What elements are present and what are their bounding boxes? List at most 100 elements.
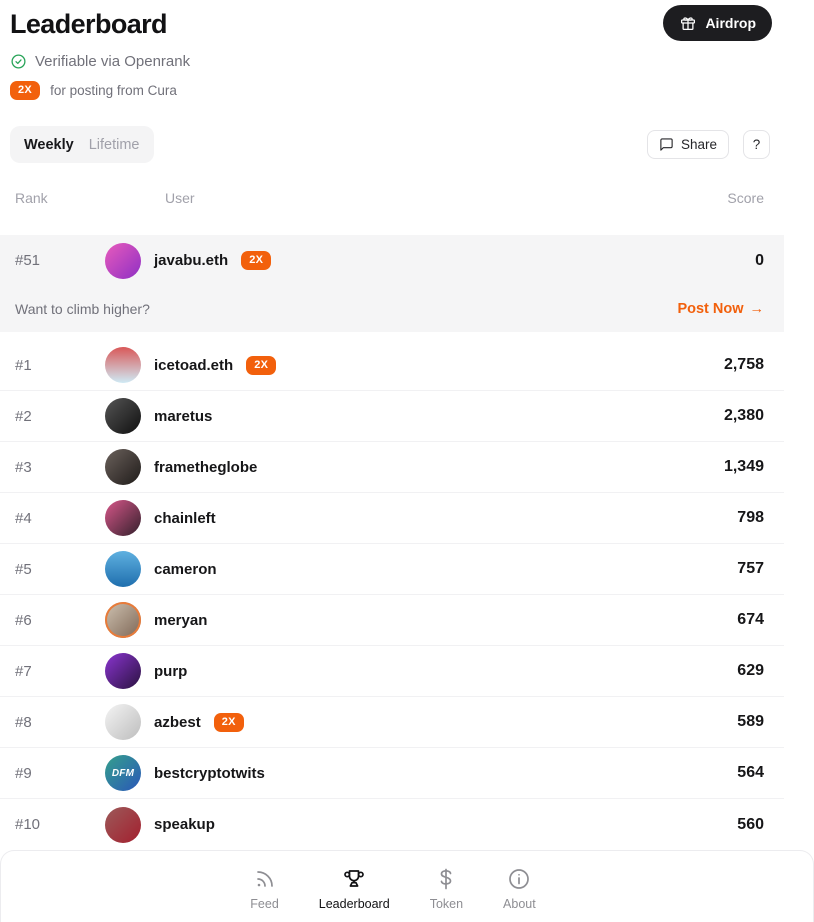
username: chainleft [154,509,216,527]
score-value: 629 [737,662,764,679]
avatar [105,653,141,689]
leaderboard-table: Rank User Score #51 javabu.eth 2X 0 Want… [0,187,784,850]
post-now-label: Post Now [677,301,744,317]
avatar [105,242,141,279]
avatar [105,704,141,740]
table-row[interactable]: #6 meryan 674 [0,595,784,646]
username: javabu.eth [154,252,229,269]
avatar [105,602,141,638]
avatar [105,806,141,843]
current-user-row[interactable]: #51 javabu.eth 2X 0 [0,235,784,286]
score-value: 0 [755,251,764,269]
score-value: 2,758 [723,356,764,373]
current-user-block: #51 javabu.eth 2X 0 Want to climb higher… [0,235,784,332]
table-row[interactable]: #3 frametheglobe 1,349 [0,442,784,493]
airdrop-label: Airdrop [705,15,756,31]
table-row[interactable]: #2 maretus 2,380 [0,391,784,442]
verification-text: Verifiable via Openrank [35,53,191,70]
arrow-right-icon: → [749,301,765,317]
avatar: DFM [105,755,141,791]
2x-badge: 2X [241,251,272,270]
table-header: Rank User Score [0,187,784,209]
bottom-nav: Feed Leaderboard Token [0,850,814,922]
rank-label: #6 [15,611,32,629]
2x-badge: 2X [10,81,41,100]
score-value: 757 [737,560,764,577]
help-button[interactable]: ? [743,130,770,159]
score-value: 674 [737,611,764,628]
table-row[interactable]: #4 chainleft 798 [0,493,784,544]
score-value: 564 [737,764,764,781]
nav-label-leaderboard: Leaderboard [318,896,390,911]
username: speakup [154,816,215,833]
chat-bubble-icon [660,138,673,151]
nav-item-leaderboard[interactable]: Leaderboard [319,867,390,911]
climb-row: Want to climb higher? Post Now → [0,286,784,332]
rank-label: #51 [15,252,41,269]
user-header: User [165,190,195,206]
avatar [105,347,141,383]
avatar [105,398,141,434]
score-value: 1,349 [723,458,764,475]
table-row[interactable]: #9 DFM bestcryptotwits 564 [0,748,784,799]
airdrop-button[interactable]: Airdrop [663,5,772,41]
rss-icon [256,870,273,887]
boost-note: for posting from Cura [50,83,177,98]
score-header: Score [727,190,764,206]
share-button[interactable]: Share [646,130,729,159]
info-icon [509,868,530,889]
rank-header: Rank [15,190,48,206]
score-value: 589 [737,713,764,730]
table-row[interactable]: #5 cameron 757 [0,544,784,595]
score-value: 798 [737,509,764,526]
username: azbest [154,713,201,731]
table-row[interactable]: #7 purp 629 [0,646,784,697]
2x-badge: 2X [246,355,277,375]
username: frametheglobe [154,458,258,476]
avatar [105,449,141,485]
nav-item-feed[interactable]: Feed [250,867,279,911]
username: bestcryptotwits [154,764,265,782]
score-value: 2,380 [723,407,764,424]
table-row[interactable]: #10 speakup 560 [0,799,784,850]
verification-row: Verifiable via Openrank [10,53,814,70]
trophy-icon [344,869,365,887]
leaderboard-rows: #1 icetoad.eth 2X 2,758 #2 maretus 2,380 #3 fram… [0,340,784,850]
username: icetoad.eth [154,356,234,374]
nav-label-token: Token [429,896,464,911]
rank-label: #8 [15,713,32,731]
username: maretus [154,407,213,425]
rank-label: #4 [15,509,32,527]
dollar-icon [441,868,452,889]
tab-lifetime[interactable]: Lifetime [88,136,140,153]
table-row[interactable]: #8 azbest 2X 589 [0,697,784,748]
username: meryan [154,611,208,629]
period-tabs: Weekly Lifetime [10,126,154,163]
right-actions: Share ? [646,130,770,159]
rank-label: #1 [15,356,32,374]
rank-label: #9 [15,764,32,782]
gift-icon [681,17,696,31]
nav-item-token[interactable]: Token [430,867,463,911]
verified-check-icon [11,54,26,69]
table-row[interactable]: #1 icetoad.eth 2X 2,758 [0,340,784,391]
controls-row: Weekly Lifetime Share ? [0,126,814,163]
nav-label-about: About [503,896,536,911]
nav-label-feed: Feed [250,896,279,911]
2x-badge: 2X [213,712,244,732]
rank-label: #2 [15,407,32,425]
nav-items: Feed Leaderboard Token [1,851,785,922]
post-now-link[interactable]: Post Now → [677,301,764,317]
share-label: Share [680,137,717,152]
username: purp [154,662,188,680]
avatar [105,500,141,536]
rank-label: #3 [15,458,32,476]
tab-weekly[interactable]: Weekly [24,136,74,153]
avatar-text: DFM [111,767,135,779]
page-title: Leaderboard [10,9,168,39]
avatar [105,551,141,587]
nav-item-about[interactable]: About [503,867,536,911]
climb-prompt: Want to climb higher? [15,301,150,317]
rank-label: #7 [15,662,32,680]
